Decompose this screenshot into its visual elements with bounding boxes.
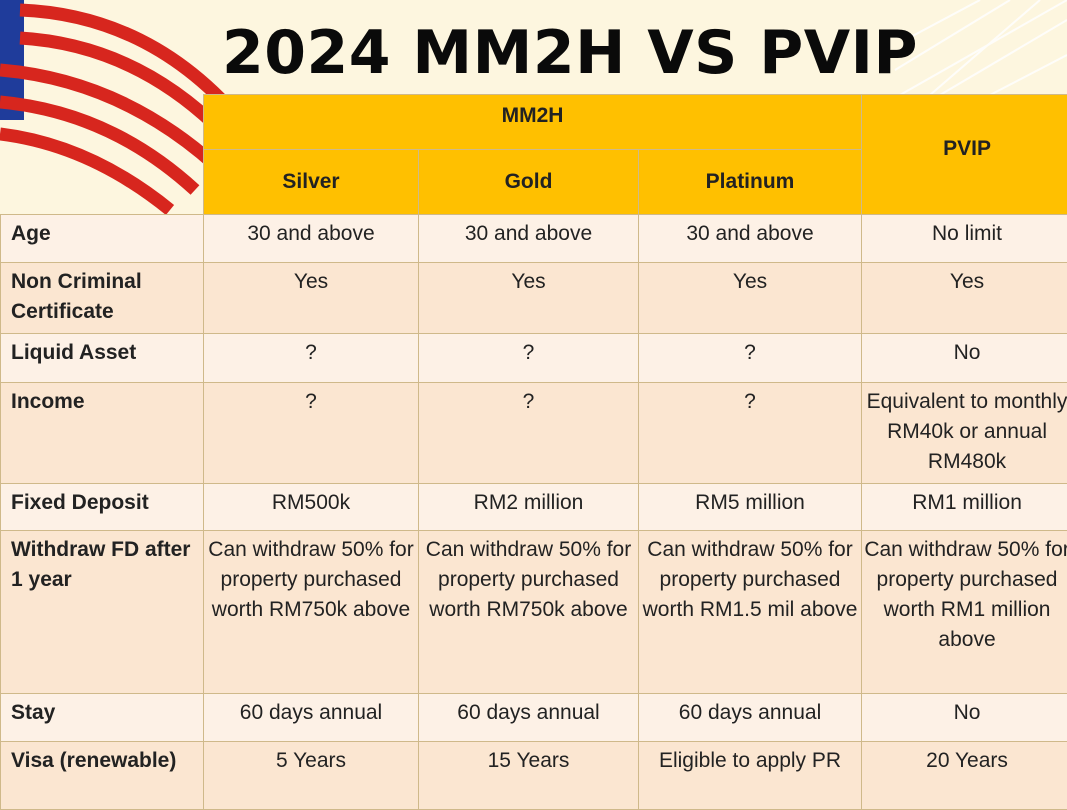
cell: Eligible to apply PR (639, 742, 862, 810)
comparison-table: MM2H PVIP Silver Gold Platinum Age 30 an… (0, 94, 1067, 810)
cell: Equivalent to monthly RM40k or annual RM… (862, 383, 1067, 484)
cell: ? (419, 334, 639, 383)
cell: Can withdraw 50% for property purchased … (639, 531, 862, 694)
cell: ? (419, 383, 639, 484)
cell: 20 Years (862, 742, 1067, 810)
table-row: Liquid Asset ? ? ? No (1, 334, 1067, 383)
cell: 30 and above (639, 215, 862, 263)
cell: RM1 million (862, 484, 1067, 531)
table-corner (1, 95, 204, 215)
cell: RM2 million (419, 484, 639, 531)
table-row: Age 30 and above 30 and above 30 and abo… (1, 215, 1067, 263)
cell: No limit (862, 215, 1067, 263)
table-row: Visa (renewable) 5 Years 15 Years Eligib… (1, 742, 1067, 810)
mm2h-group-header: MM2H (204, 95, 862, 150)
cell: ? (204, 334, 419, 383)
page-title: 2024 MM2H VS PVIP (0, 18, 1067, 88)
cell: 60 days annual (419, 694, 639, 742)
row-label: Non Criminal Certificate (1, 263, 204, 334)
cell: No (862, 334, 1067, 383)
cell: Can withdraw 50% for property purchased … (419, 531, 639, 694)
row-label: Income (1, 383, 204, 484)
pvip-header: PVIP (862, 95, 1067, 215)
silver-header: Silver (204, 150, 419, 215)
table-row: Stay 60 days annual 60 days annual 60 da… (1, 694, 1067, 742)
table-row: Fixed Deposit RM500k RM2 million RM5 mil… (1, 484, 1067, 531)
platinum-header: Platinum (639, 150, 862, 215)
gold-header: Gold (419, 150, 639, 215)
cell: Yes (639, 263, 862, 334)
cell: 30 and above (419, 215, 639, 263)
cell: 15 Years (419, 742, 639, 810)
row-label: Withdraw FD after 1 year (1, 531, 204, 694)
cell: Yes (862, 263, 1067, 334)
cell: 5 Years (204, 742, 419, 810)
cell: ? (639, 334, 862, 383)
row-label: Visa (renewable) (1, 742, 204, 810)
row-label: Fixed Deposit (1, 484, 204, 531)
cell: Can withdraw 50% for property purchased … (862, 531, 1067, 694)
cell: ? (204, 383, 419, 484)
cell: 60 days annual (204, 694, 419, 742)
cell: Can withdraw 50% for property purchased … (204, 531, 419, 694)
row-label: Stay (1, 694, 204, 742)
cell: RM5 million (639, 484, 862, 531)
cell: 30 and above (204, 215, 419, 263)
row-label: Liquid Asset (1, 334, 204, 383)
table-row: Income ? ? ? Equivalent to monthly RM40k… (1, 383, 1067, 484)
cell: Yes (204, 263, 419, 334)
cell: No (862, 694, 1067, 742)
table-row: Non Criminal Certificate Yes Yes Yes Yes (1, 263, 1067, 334)
cell: RM500k (204, 484, 419, 531)
cell: ? (639, 383, 862, 484)
cell: 60 days annual (639, 694, 862, 742)
cell: Yes (419, 263, 639, 334)
table-row: Withdraw FD after 1 year Can withdraw 50… (1, 531, 1067, 694)
row-label: Age (1, 215, 204, 263)
